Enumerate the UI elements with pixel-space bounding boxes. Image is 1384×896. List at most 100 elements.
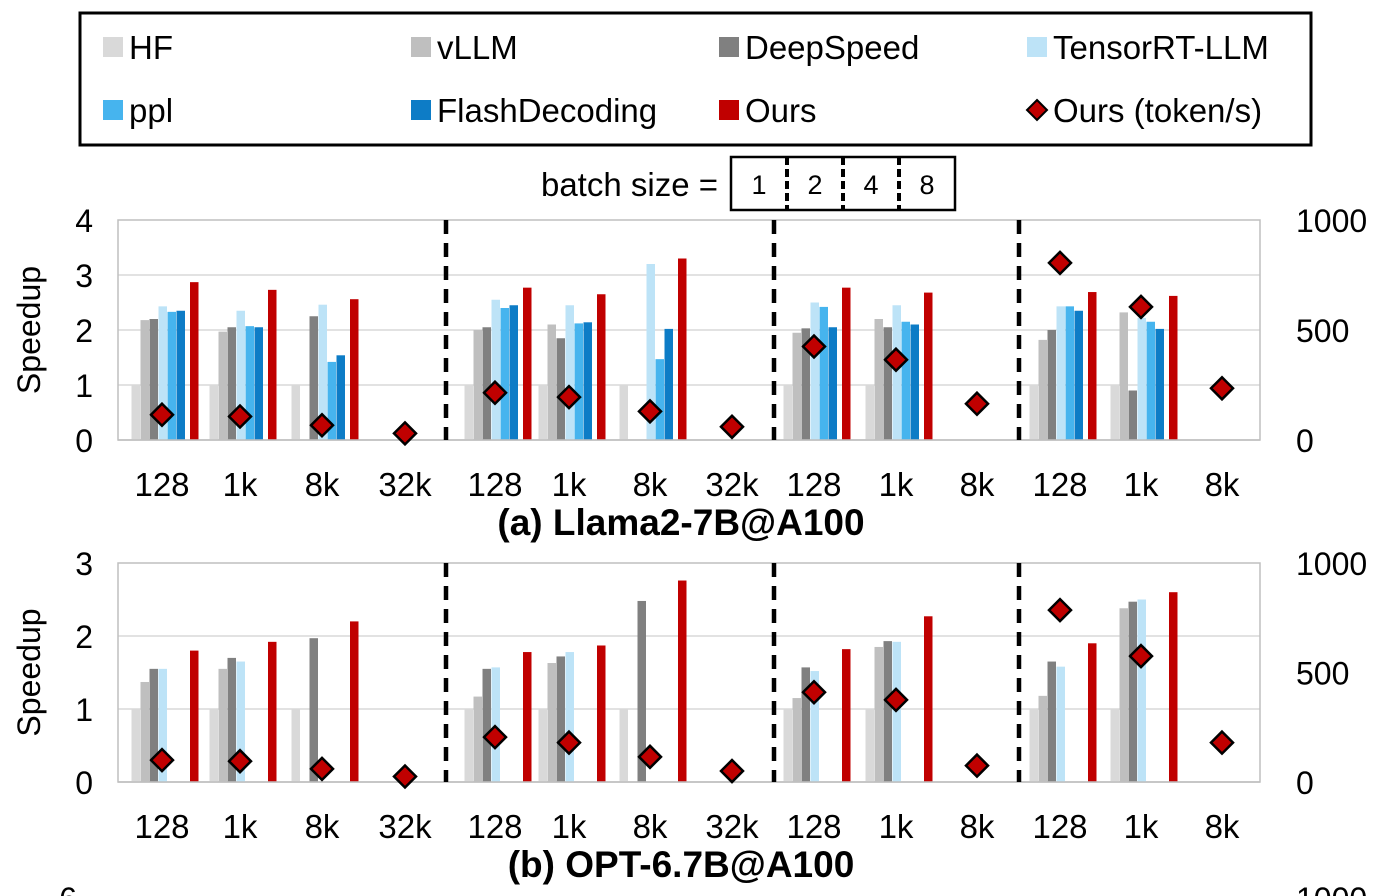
chart-title: (a) Llama2-7B@A100 — [497, 502, 864, 543]
x-tick-label: 32k — [378, 808, 432, 845]
legend-swatch — [411, 37, 431, 57]
bar — [810, 302, 819, 440]
bar — [523, 287, 532, 440]
legend-entry: vLLM — [411, 29, 518, 66]
x-tick-label: 1k — [552, 808, 587, 845]
chart-title: (b) OPT-6.7B@A100 — [508, 844, 855, 885]
token-rate-marker — [1128, 643, 1154, 669]
bar — [1047, 330, 1056, 440]
bar — [1119, 608, 1128, 782]
y-axis-label: Speedup — [11, 266, 47, 394]
bar — [149, 319, 158, 440]
bar — [597, 294, 606, 440]
bar — [245, 326, 254, 440]
bar — [664, 328, 673, 440]
x-tick-label: 1k — [223, 466, 258, 503]
y-tick-label: 1 — [75, 692, 93, 728]
token-rate-marker — [1047, 250, 1073, 276]
legend-label: ppl — [129, 92, 173, 129]
legend-entry: HF — [103, 29, 173, 66]
bar — [318, 304, 327, 440]
bar — [538, 709, 547, 782]
x-tick-label: 128 — [1032, 466, 1087, 503]
legend-entry: DeepSpeed — [719, 29, 919, 66]
legend-label: Ours (token/s) — [1053, 92, 1262, 129]
y2-tick-label: 0 — [1296, 423, 1314, 459]
token-rate-marker — [149, 747, 175, 773]
chart-panel-llama2: 0 1 2 3 4 0 500 1000 Speedup 128 1k 8k 32k 128 1k 8k 32k… — [11, 203, 1367, 543]
bar — [792, 332, 801, 440]
bar — [801, 667, 810, 782]
bar — [140, 681, 149, 782]
bar — [1056, 666, 1065, 782]
bar — [637, 600, 646, 782]
bar — [556, 656, 565, 782]
bar — [309, 316, 318, 440]
bar — [1110, 709, 1119, 782]
x-tick-label: 32k — [705, 466, 759, 503]
bar — [158, 668, 167, 782]
bar — [309, 638, 318, 782]
bar — [291, 385, 300, 440]
bar — [810, 671, 819, 782]
x-tick-label: 1k — [879, 808, 914, 845]
token-rate-marker — [719, 758, 745, 784]
legend-swatch — [719, 100, 739, 120]
token-rate-marker — [392, 420, 418, 447]
bar — [1065, 306, 1074, 440]
legend-label: Ours — [745, 92, 817, 129]
bar — [865, 385, 874, 440]
bar — [218, 668, 227, 782]
legend-entry: Ours (token/s) — [1025, 92, 1262, 129]
bar — [482, 327, 491, 440]
bar — [190, 650, 199, 782]
token-rate-marker — [1209, 729, 1235, 756]
y-tick-label: 2 — [75, 313, 93, 349]
x-tick-label: 128 — [134, 808, 189, 845]
bar — [268, 641, 277, 782]
batch-size-label: batch size = — [541, 166, 718, 203]
legend: HF vLLM DeepSpeed TensorRT-LLM ppl FlashDecod… — [78, 11, 1313, 147]
bar — [678, 580, 687, 782]
bar — [792, 698, 801, 782]
bar — [149, 668, 158, 782]
y2-tick-label: 0 — [1296, 765, 1314, 801]
bar — [464, 385, 473, 440]
y2-tick-label: 1000 — [1296, 546, 1367, 582]
x-tick-label: 1k — [879, 466, 914, 503]
x-tick-label: 8k — [633, 808, 668, 845]
bar — [874, 646, 883, 782]
bar — [597, 645, 606, 782]
token-rate-marker — [1128, 294, 1154, 320]
bar — [783, 385, 792, 440]
x-tick-label: 32k — [378, 466, 432, 503]
token-rate-marker — [227, 748, 253, 774]
legend-swatch — [1027, 37, 1047, 57]
bar — [227, 657, 236, 782]
x-tick-label: 8k — [305, 466, 340, 503]
legend-diamond-icon — [1025, 98, 1049, 122]
x-tick-label: 8k — [305, 808, 340, 845]
bar — [1128, 390, 1137, 440]
bar — [350, 299, 359, 440]
bar — [218, 331, 227, 440]
y-tick-label: 2 — [75, 619, 93, 655]
bar — [565, 652, 574, 782]
bar — [1155, 328, 1164, 440]
bar — [910, 324, 919, 440]
x-tick-label: 128 — [134, 466, 189, 503]
token-rate-marker — [482, 379, 508, 406]
batch-size-value: 1 — [751, 170, 766, 200]
token-rate-marker — [556, 729, 582, 756]
token-rate-marker — [801, 679, 827, 705]
token-rate-marker — [309, 412, 335, 439]
bar — [1137, 317, 1146, 440]
x-tick-label: 1k — [552, 466, 587, 503]
bar — [268, 289, 277, 440]
bar — [619, 385, 628, 440]
x-tick-label: 8k — [1205, 466, 1240, 503]
batch-size-value: 2 — [807, 170, 822, 200]
bar — [131, 709, 140, 782]
bar — [874, 319, 883, 440]
